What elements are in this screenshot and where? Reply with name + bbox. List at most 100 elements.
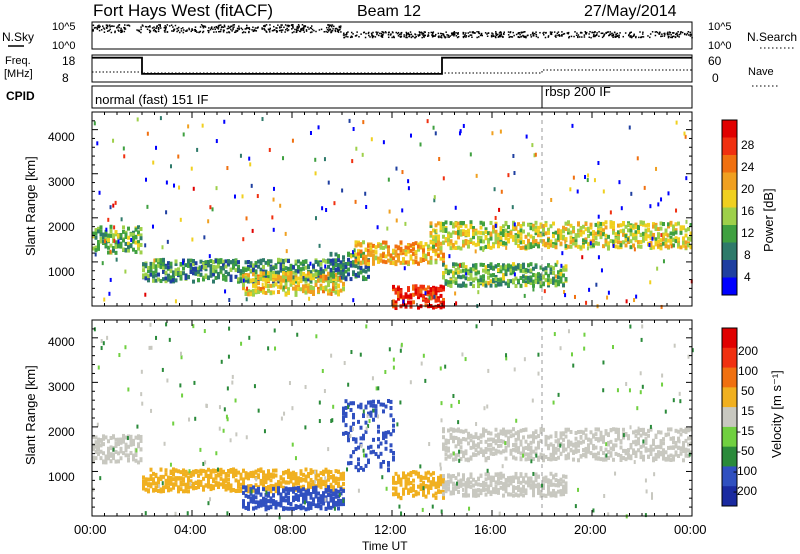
power-cell [554, 238, 558, 243]
power-cell [234, 274, 238, 279]
velocity-cell [287, 469, 290, 474]
nsky-point [642, 36, 645, 38]
power-cell [112, 235, 115, 240]
nsky-point [227, 25, 230, 28]
power-scatter [606, 295, 609, 300]
power-scatter [309, 130, 312, 135]
nsky-point [418, 31, 421, 33]
power-cell [609, 220, 613, 225]
nsky-point [414, 33, 416, 35]
power-cell [474, 263, 478, 268]
power-cell [364, 276, 368, 281]
velocity-cell [529, 455, 533, 460]
nsky-point [447, 34, 450, 37]
velocity-cell [124, 446, 128, 451]
power-cell [452, 243, 455, 248]
power-cell [372, 243, 375, 248]
nsky-point [558, 34, 560, 36]
nsky-point [670, 33, 672, 36]
nsky-point [396, 32, 399, 35]
velocity-cell [379, 451, 383, 456]
velocity-cell [147, 488, 150, 493]
power-cell [614, 236, 618, 241]
velocity-cell [397, 494, 400, 499]
power-cell [149, 272, 153, 277]
power-scatter [675, 120, 678, 125]
nsky-point [377, 31, 379, 34]
nsky-trace [92, 24, 693, 39]
power-scatter [401, 208, 404, 213]
power-cell [404, 245, 408, 250]
power-cell [349, 277, 353, 282]
velocity-cell [347, 402, 350, 407]
nsky-point [121, 29, 123, 32]
power-cell [552, 243, 555, 248]
power-cell [532, 266, 535, 271]
power-cell [394, 253, 398, 258]
nsky-point [93, 27, 96, 29]
power-cell [534, 220, 538, 225]
power-cell [562, 267, 565, 272]
power-cell [152, 278, 155, 283]
nsky-point [499, 35, 501, 37]
nsky-point [490, 35, 493, 38]
velocity-cell [489, 449, 493, 454]
velocity-cell [479, 439, 483, 444]
velocity-cell [182, 489, 185, 494]
power-cell [139, 242, 143, 247]
power-cell [332, 282, 335, 287]
power-cell [547, 263, 550, 268]
power-cell [469, 270, 473, 275]
nsky-point [191, 29, 194, 31]
velocity-cell [102, 451, 105, 456]
power-cell [399, 246, 403, 251]
nsky-point [630, 31, 633, 34]
power-cell [302, 288, 305, 293]
nsky-point [291, 31, 294, 34]
power-cell [539, 277, 543, 282]
velocity-cell [627, 448, 630, 453]
velocity-cell [587, 437, 590, 442]
velocity-cell [257, 504, 260, 509]
velocity-cell [594, 436, 598, 441]
power-cell [279, 268, 283, 273]
power-scatter [498, 207, 501, 212]
velocity-cell [602, 451, 605, 456]
nsky-point [421, 33, 423, 35]
velocity-cell [247, 484, 250, 489]
power-cell [472, 284, 475, 289]
power-scatter [327, 280, 330, 285]
velocity-cell [142, 479, 145, 484]
velocity-cell [259, 481, 263, 486]
velocity-cell [544, 440, 548, 445]
nsky-point [271, 29, 274, 32]
velocity-cell [294, 481, 298, 486]
power-cell [622, 221, 625, 226]
nsky-point [146, 28, 149, 31]
power-scatter [387, 177, 390, 182]
power-cell [402, 295, 405, 300]
power-cell [337, 284, 340, 289]
nsky-point [153, 28, 156, 31]
nsky-point [101, 25, 104, 27]
velocity-cell [99, 443, 103, 448]
velocity-cell [332, 497, 335, 502]
power-cell [264, 284, 268, 289]
velocity-cell [452, 439, 455, 444]
velocity-cell [134, 458, 138, 463]
power-scatter [474, 249, 477, 254]
velocity-cell [282, 496, 285, 501]
power-cell [484, 227, 488, 232]
nsky-point [562, 33, 565, 35]
velocity-cell [554, 434, 558, 439]
power-cell [364, 254, 368, 259]
power-cell [144, 276, 148, 281]
nsky-point [346, 32, 348, 34]
velocity-cell [294, 496, 298, 501]
nsky-point [190, 30, 193, 33]
power-cell [404, 293, 408, 298]
velocity-cell [307, 501, 310, 506]
nsky-point [549, 31, 552, 33]
power-cell [449, 280, 453, 285]
velocity-cell [419, 474, 423, 479]
